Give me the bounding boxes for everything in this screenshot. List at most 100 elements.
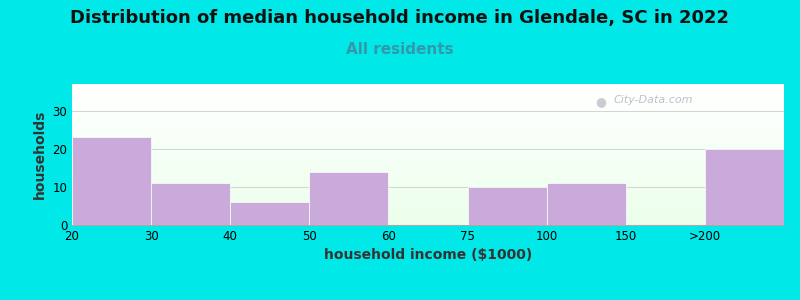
- Bar: [72, 92, 784, 93]
- Bar: [72, 218, 784, 219]
- Bar: [72, 96, 784, 97]
- Bar: [72, 190, 784, 191]
- Bar: [72, 136, 784, 137]
- Bar: [72, 102, 784, 103]
- Bar: [72, 149, 784, 150]
- Bar: [72, 164, 784, 165]
- Bar: [72, 123, 784, 124]
- Bar: [72, 159, 784, 160]
- Bar: [72, 144, 784, 145]
- Bar: [230, 202, 310, 225]
- Bar: [72, 131, 784, 132]
- Bar: [72, 172, 784, 173]
- Bar: [72, 161, 784, 162]
- Bar: [72, 106, 784, 107]
- Bar: [72, 157, 784, 158]
- Bar: [72, 103, 784, 104]
- Bar: [72, 169, 784, 170]
- Bar: [72, 145, 784, 146]
- Bar: [72, 170, 784, 171]
- Bar: [72, 212, 784, 213]
- Bar: [72, 158, 784, 159]
- Bar: [546, 183, 626, 225]
- Bar: [72, 126, 784, 127]
- Bar: [72, 189, 784, 190]
- Bar: [72, 93, 784, 94]
- Bar: [72, 122, 784, 123]
- Bar: [72, 173, 784, 174]
- Bar: [705, 149, 784, 225]
- Bar: [72, 109, 784, 110]
- Bar: [72, 204, 784, 205]
- Bar: [72, 217, 784, 218]
- Bar: [72, 209, 784, 210]
- Bar: [72, 130, 784, 131]
- Bar: [72, 167, 784, 168]
- Bar: [310, 172, 389, 225]
- Bar: [72, 208, 784, 209]
- Bar: [72, 153, 784, 154]
- Bar: [72, 137, 784, 138]
- Bar: [72, 146, 784, 147]
- Bar: [467, 187, 546, 225]
- Bar: [72, 128, 784, 129]
- Bar: [72, 88, 784, 89]
- Bar: [72, 152, 784, 153]
- Bar: [72, 85, 784, 86]
- Bar: [72, 203, 784, 204]
- Bar: [72, 84, 784, 85]
- Text: ●: ●: [595, 95, 606, 108]
- Bar: [72, 115, 784, 116]
- Bar: [72, 199, 784, 200]
- Bar: [72, 151, 784, 152]
- Bar: [72, 90, 784, 91]
- Bar: [72, 117, 784, 118]
- Bar: [72, 214, 784, 215]
- Bar: [72, 202, 784, 203]
- Bar: [72, 163, 784, 164]
- Bar: [72, 194, 784, 195]
- Bar: [72, 185, 784, 186]
- Bar: [72, 104, 784, 105]
- Bar: [72, 85, 784, 86]
- Bar: [72, 116, 784, 117]
- Bar: [151, 183, 230, 225]
- Bar: [72, 108, 784, 109]
- Bar: [72, 111, 784, 112]
- Bar: [72, 105, 784, 106]
- Bar: [72, 162, 784, 163]
- Bar: [72, 147, 784, 148]
- Bar: [72, 87, 784, 88]
- Bar: [72, 139, 784, 140]
- Bar: [72, 138, 784, 139]
- Bar: [72, 148, 784, 149]
- Bar: [72, 143, 784, 144]
- Bar: [72, 178, 784, 179]
- Bar: [72, 188, 784, 189]
- Text: All residents: All residents: [346, 42, 454, 57]
- Bar: [72, 183, 784, 184]
- Bar: [72, 186, 784, 187]
- Bar: [72, 210, 784, 211]
- Bar: [72, 95, 784, 96]
- Bar: [72, 219, 784, 220]
- Bar: [72, 197, 784, 198]
- Bar: [72, 101, 784, 102]
- Bar: [72, 195, 784, 196]
- Bar: [72, 91, 784, 92]
- Bar: [72, 121, 784, 122]
- Bar: [72, 107, 784, 108]
- Bar: [72, 187, 784, 188]
- Bar: [72, 184, 784, 185]
- Bar: [72, 132, 784, 133]
- Bar: [72, 150, 784, 151]
- Bar: [72, 110, 784, 111]
- Bar: [72, 127, 784, 128]
- Bar: [72, 205, 784, 206]
- X-axis label: household income ($1000): household income ($1000): [324, 248, 532, 262]
- Bar: [72, 179, 784, 180]
- Bar: [72, 221, 784, 222]
- Bar: [72, 222, 784, 223]
- Text: Distribution of median household income in Glendale, SC in 2022: Distribution of median household income …: [70, 9, 730, 27]
- Bar: [72, 177, 784, 178]
